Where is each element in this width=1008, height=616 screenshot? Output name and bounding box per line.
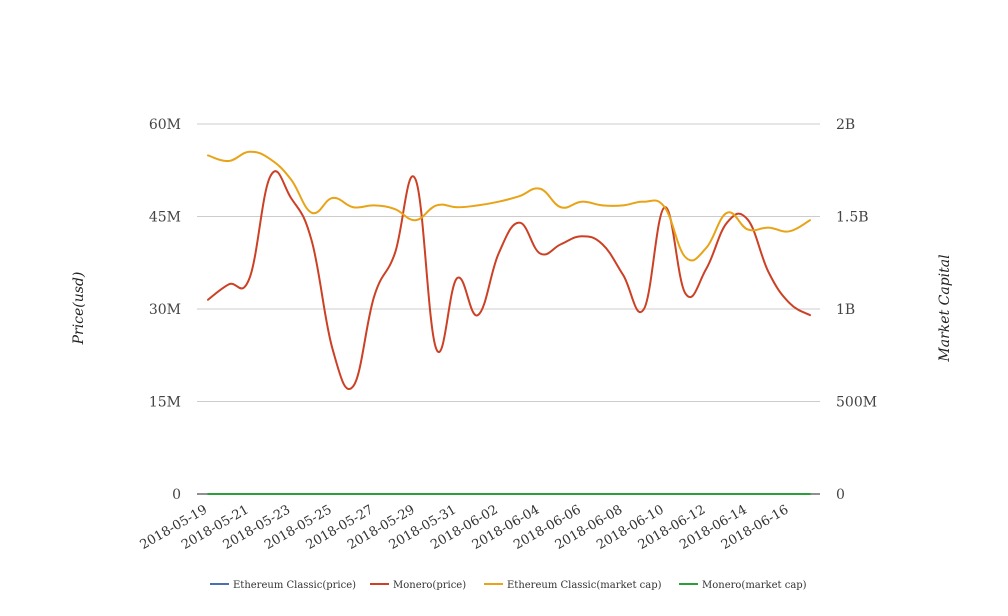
y-right-ticks: 0 500M 1B 1.5B 2B	[836, 117, 877, 503]
legend[interactable]: Ethereum Classic(price) Monero(price) Ethe…	[210, 580, 807, 591]
y-right-tick-label: 1B	[836, 302, 855, 318]
y-left-tick-label: 15M	[149, 395, 181, 411]
series-line-monero-price	[207, 170, 811, 390]
y-right-tick-label: 1.5B	[836, 210, 869, 226]
y-left-ticks: 0 15M 30M 45M 60M	[149, 117, 181, 503]
y-right-tick-label: 2B	[836, 117, 855, 133]
y-right-axis-title: Market Capital	[937, 254, 953, 362]
y-left-tick-label: 30M	[149, 302, 181, 318]
y-left-tick-label: 60M	[149, 117, 181, 133]
y-right-tick-label: 500M	[836, 395, 877, 411]
legend-label: Monero(market cap)	[702, 580, 807, 591]
y-left-tick-label: 45M	[149, 210, 181, 226]
series-layer	[207, 150, 811, 495]
y-left-tick-label: 0	[172, 487, 181, 503]
legend-label: Ethereum Classic(market cap)	[507, 580, 662, 591]
legend-item[interactable]: Ethereum Classic(price)	[210, 580, 356, 591]
x-ticks: 2018-05-192018-05-212018-05-232018-05-25…	[138, 502, 792, 552]
legend-item[interactable]: Monero(price)	[370, 580, 466, 591]
series-line-ethereum-classic-market-cap	[207, 150, 811, 262]
y-right-tick-label: 0	[836, 487, 845, 503]
legend-item[interactable]: Monero(market cap)	[679, 580, 807, 591]
legend-label: Monero(price)	[393, 580, 466, 591]
y-left-axis-title: Price(usd)	[71, 272, 87, 346]
legend-item[interactable]: Ethereum Classic(market cap)	[484, 580, 662, 591]
legend-label: Ethereum Classic(price)	[233, 580, 356, 591]
